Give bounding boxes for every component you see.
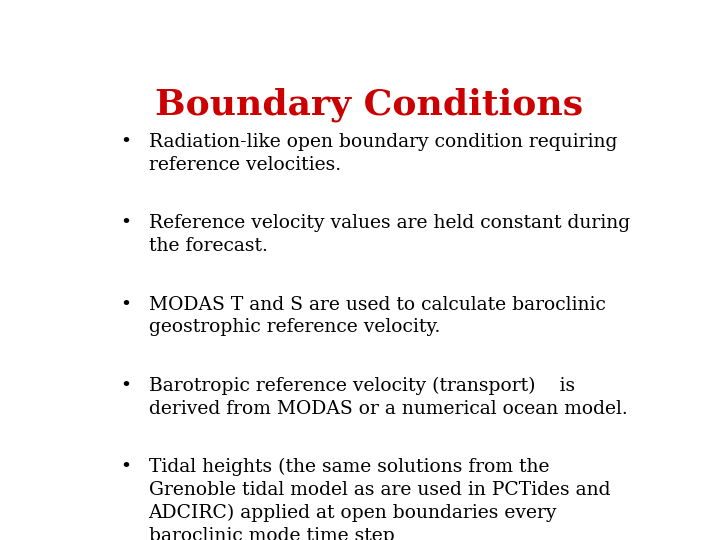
Text: •: • — [121, 133, 132, 151]
Text: •: • — [121, 458, 132, 476]
Text: Barotropic reference velocity (transport)    is
derived from MODAS or a numerica: Barotropic reference velocity (transport… — [148, 377, 627, 418]
Text: •: • — [121, 295, 132, 314]
Text: •: • — [121, 214, 132, 233]
Text: Radiation-like open boundary condition requiring
reference velocities.: Radiation-like open boundary condition r… — [148, 133, 617, 174]
Text: Reference velocity values are held constant during
the forecast.: Reference velocity values are held const… — [148, 214, 630, 255]
Text: MODAS T and S are used to calculate baroclinic
geostrophic reference velocity.: MODAS T and S are used to calculate baro… — [148, 295, 606, 336]
Text: Boundary Conditions: Boundary Conditions — [155, 87, 583, 122]
Text: •: • — [121, 377, 132, 395]
Text: Tidal heights (the same solutions from the
Grenoble tidal model as are used in P: Tidal heights (the same solutions from t… — [148, 458, 610, 540]
